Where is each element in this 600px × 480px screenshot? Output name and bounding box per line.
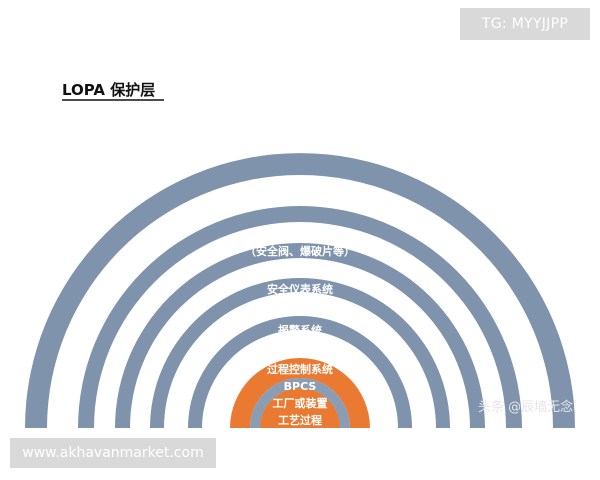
layer-label-line2: 工艺过程 xyxy=(278,413,322,427)
layer-label-line2: SIS xyxy=(290,300,310,313)
layer-label-line2: （紧急撤离广播、人员疏散、消防应急） xyxy=(201,139,399,153)
labels-group: 应急响应 （紧急撤离广播、人员疏散、消防应急） 物理防护 （防爆墙、围堰、个体防护） 减… xyxy=(201,122,399,427)
layer-label-line1: 安全仪表系统 xyxy=(267,282,333,296)
watermark-text: 头条 @辰墙无念 xyxy=(478,399,573,415)
layer-label-line1: 过程控制系统 xyxy=(267,362,333,376)
ring-separator xyxy=(250,378,350,428)
diagram-title: LOPA 保护层 xyxy=(62,81,155,99)
rings-group xyxy=(25,153,575,428)
protection-layer-ring xyxy=(230,358,370,428)
layer-label-line1: 工厂或装置 xyxy=(273,396,328,410)
layer-label-line1: 物理防护 xyxy=(278,175,322,189)
layer-label-line2: （安全阀、爆破片等） xyxy=(245,244,355,258)
layer-label-line1: 减灾及缓解设施 xyxy=(262,227,339,241)
layer-label-line2: （防爆墙、围堰、个体防护） xyxy=(229,192,372,206)
layer-label-line2: BPCS xyxy=(284,380,317,393)
layer-label-line2: 及操作干预 xyxy=(273,339,328,353)
layer-label-line1: 报警系统 xyxy=(278,323,322,337)
process-core-ring xyxy=(260,388,340,428)
protection-layer-ring xyxy=(188,316,412,428)
site-url-badge: www.akhavanmarket.com xyxy=(10,438,216,468)
tg-badge: TG: MYYJJPP xyxy=(460,8,590,40)
layer-label-line1: 应急响应 xyxy=(278,122,322,136)
